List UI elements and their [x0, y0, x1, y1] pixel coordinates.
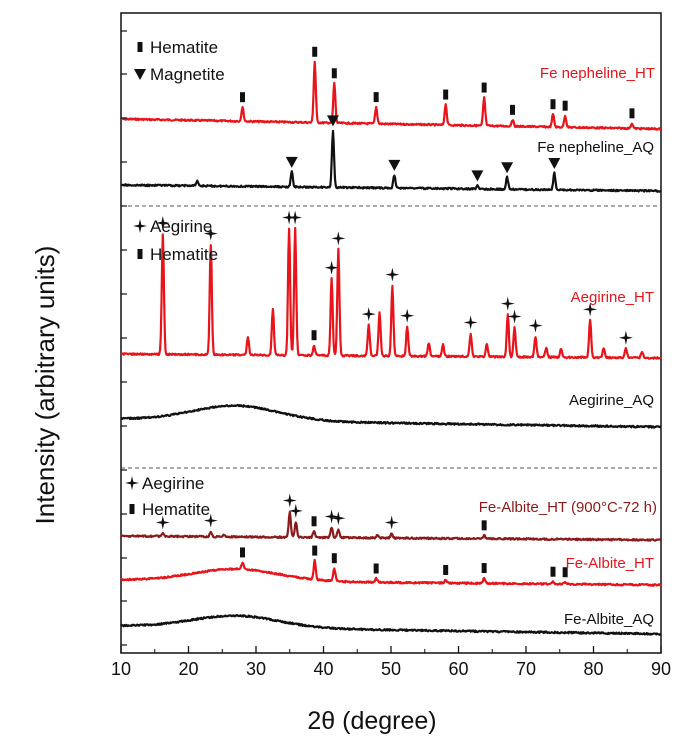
magnetite-marker — [501, 162, 514, 174]
legend-label: Magnetite — [150, 65, 225, 84]
y-axis-label: Intensity (arbitrary units) — [30, 246, 60, 525]
aegirine-marker — [528, 318, 543, 333]
x-axis-label: 2θ (degree) — [307, 707, 436, 735]
x-tick-label: 90 — [651, 659, 671, 679]
hematite-marker — [129, 504, 135, 514]
legend-label: Hematite — [150, 245, 218, 264]
hematite-marker — [240, 547, 245, 558]
x-tick-label: 30 — [246, 659, 266, 679]
x-tick-label: 70 — [516, 659, 536, 679]
hematite-marker — [562, 100, 568, 111]
series-label: Fe nepheline_HT — [540, 65, 655, 82]
hematite-marker — [311, 516, 317, 527]
magnetite-marker — [285, 156, 298, 168]
hematite-marker — [137, 42, 143, 52]
magnetite-marker — [388, 159, 401, 171]
x-tick-label: 50 — [381, 659, 401, 679]
aegirine-marker — [331, 231, 346, 246]
legend-label: Hematite — [142, 500, 210, 519]
hematite-marker — [550, 99, 556, 110]
aegirine-marker — [507, 309, 522, 324]
aegirine-marker — [125, 476, 139, 490]
hematite-marker — [311, 330, 317, 341]
magnetite-marker — [548, 158, 561, 170]
series-line — [120, 226, 662, 360]
series-label: Fe-Albite_HT (900°C-72 h) — [479, 499, 657, 516]
series-line — [120, 558, 662, 587]
series-line — [120, 403, 662, 429]
aegirine-marker — [618, 330, 633, 345]
series-label: Aegirine_AQ — [569, 392, 654, 409]
magnetite-marker — [471, 170, 484, 182]
aegirine-marker — [583, 302, 598, 317]
aegirine-marker — [155, 216, 170, 230]
series-label: Fe-Albite_HT — [566, 555, 654, 572]
hematite-marker — [443, 89, 449, 100]
magnetite-marker — [326, 115, 339, 127]
aegirine-marker — [500, 296, 515, 311]
aegirine-marker — [384, 515, 399, 530]
traces — [120, 60, 662, 636]
series-labels: Fe nepheline_HT Fe nepheline_AQ Aegirine_H… — [479, 65, 657, 628]
hematite-marker — [373, 563, 379, 574]
hematite-marker — [312, 545, 318, 556]
phase-markers — [155, 46, 635, 578]
x-tick-label: 60 — [448, 659, 468, 679]
aegirine-marker — [282, 493, 297, 508]
hematite-marker — [562, 567, 568, 578]
aegirine-marker — [324, 260, 339, 275]
hematite-marker — [481, 82, 487, 93]
aegirine-marker — [463, 315, 478, 330]
aegirine-marker — [331, 511, 346, 526]
x-tick-label: 80 — [583, 659, 603, 679]
series-line — [120, 613, 662, 636]
hematite-marker — [510, 104, 515, 115]
legend-label: Aegirine — [142, 474, 204, 493]
series-label: Aegirine_HT — [571, 289, 654, 306]
aegirine-marker — [385, 267, 400, 282]
hematite-marker — [331, 68, 337, 79]
hematite-marker — [137, 249, 143, 259]
x-tick-label: 20 — [178, 659, 198, 679]
legends: Hematite Magnetite Aegirine Hematite Aegirin… — [125, 38, 225, 519]
legend-label: Hematite — [150, 38, 218, 57]
axes: 10 20 30 40 50 60 70 80 90 — [111, 30, 671, 679]
hematite-marker — [312, 46, 318, 57]
hematite-marker — [443, 564, 449, 575]
aegirine-marker — [361, 307, 376, 322]
aegirine-marker — [203, 226, 218, 241]
hematite-marker — [331, 553, 337, 564]
aegirine-marker — [133, 219, 147, 233]
x-tick-label: 40 — [313, 659, 333, 679]
hematite-marker — [373, 92, 379, 103]
series-label: Fe-Albite_AQ — [564, 611, 654, 628]
aegirine-marker — [155, 515, 170, 530]
hematite-marker — [481, 563, 487, 574]
aegirine-marker — [288, 210, 303, 225]
aegirine-marker — [400, 308, 415, 323]
magnetite-marker — [134, 69, 146, 80]
hematite-marker — [481, 520, 487, 531]
aegirine-marker — [203, 513, 218, 528]
hematite-marker — [629, 108, 635, 119]
aegirine-marker — [324, 509, 339, 524]
series-line — [120, 510, 662, 542]
x-tick-label: 10 — [111, 659, 131, 679]
series-line — [120, 129, 662, 193]
hematite-marker — [240, 92, 245, 103]
hematite-marker — [550, 566, 556, 577]
aegirine-marker — [288, 503, 303, 518]
legend-label: Aegirine — [150, 217, 212, 236]
series-label: Fe nepheline_AQ — [537, 139, 654, 156]
series-line — [120, 60, 662, 131]
